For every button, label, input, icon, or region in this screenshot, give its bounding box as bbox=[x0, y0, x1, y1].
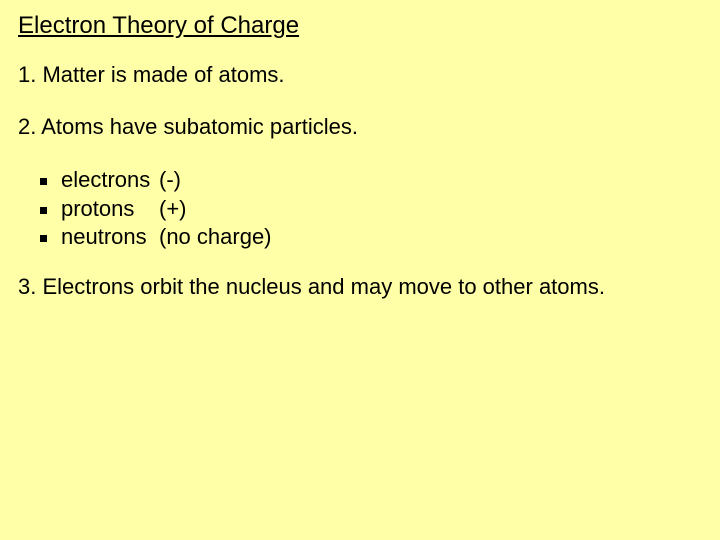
point-3: 3. Electrons orbit the nucleus and may m… bbox=[18, 274, 702, 300]
list-item: neutrons (no charge) bbox=[40, 223, 702, 252]
list-item: electrons (-) bbox=[40, 166, 702, 195]
bullet-square-icon bbox=[40, 207, 47, 214]
point-2: 2. Atoms have subatomic particles. bbox=[18, 114, 702, 140]
bullet-square-icon bbox=[40, 178, 47, 185]
particle-name: neutrons bbox=[61, 223, 159, 252]
list-item: protons (+) bbox=[40, 195, 702, 224]
particle-name: protons bbox=[61, 195, 159, 224]
particle-list: electrons (-) protons (+) neutrons (no c… bbox=[40, 166, 702, 252]
bullet-square-icon bbox=[40, 235, 47, 242]
point-1: 1. Matter is made of atoms. bbox=[18, 62, 702, 88]
particle-charge: (+) bbox=[159, 195, 187, 224]
slide-title: Electron Theory of Charge bbox=[18, 12, 702, 40]
particle-name: electrons bbox=[61, 166, 159, 195]
slide: Electron Theory of Charge 1. Matter is m… bbox=[0, 0, 720, 540]
particle-charge: (-) bbox=[159, 166, 181, 195]
particle-charge: (no charge) bbox=[159, 223, 272, 252]
